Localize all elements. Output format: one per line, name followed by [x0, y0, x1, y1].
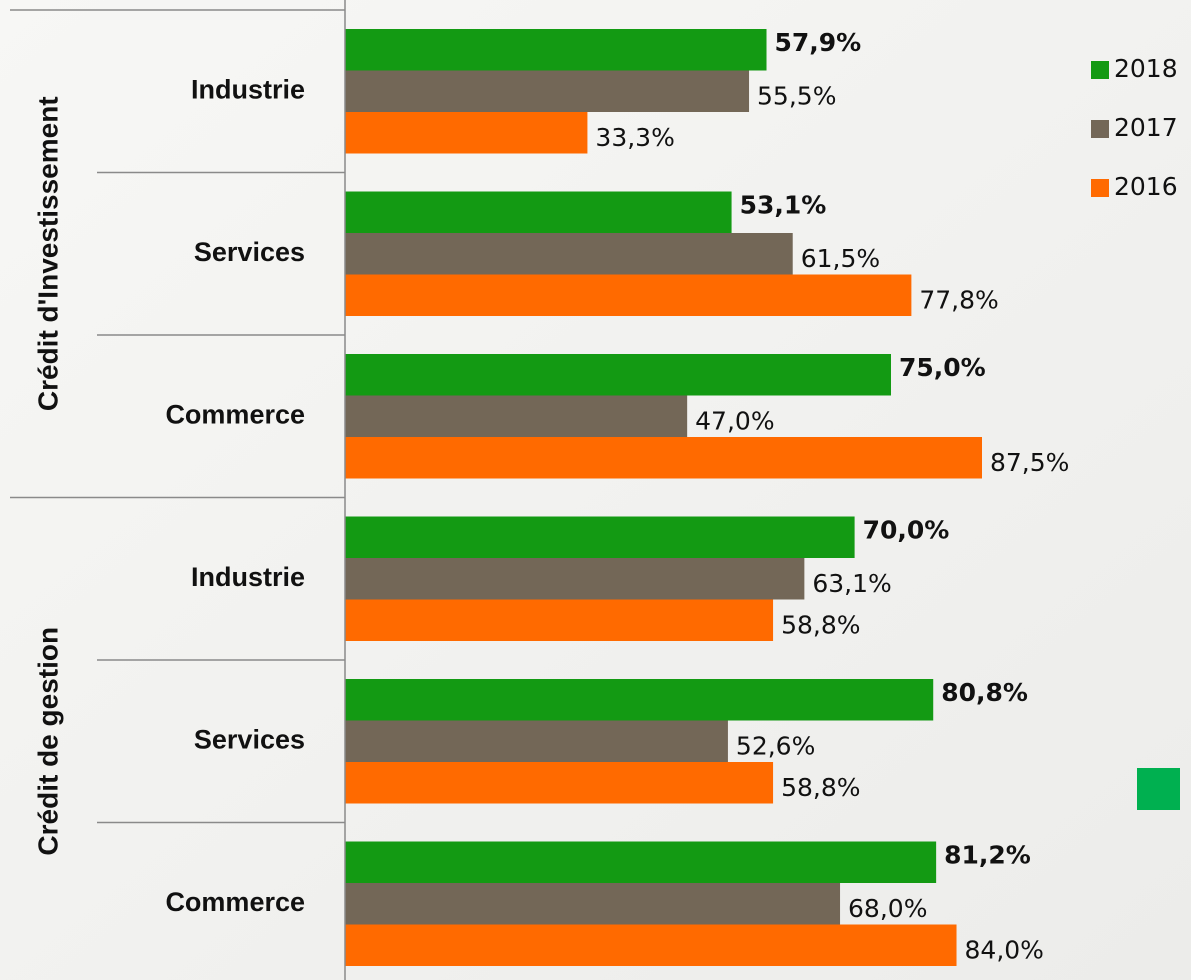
legend-swatch [1091, 61, 1109, 79]
group-label: Crédit de gestion [32, 627, 63, 856]
category-label: Commerce [165, 887, 305, 917]
bar [345, 191, 732, 233]
data-label: 47,0% [695, 406, 774, 435]
legend-label: 2018 [1114, 54, 1178, 83]
decor-square [1137, 768, 1180, 810]
bar [345, 516, 855, 558]
bar [345, 70, 750, 112]
data-label: 75,0% [899, 353, 986, 382]
bar [345, 274, 912, 316]
bar [345, 437, 982, 479]
bar [345, 720, 728, 762]
category-label: Industrie [191, 562, 305, 592]
legend-swatch [1091, 120, 1109, 138]
group-label: Crédit d'Investissement [32, 96, 63, 411]
bar [345, 395, 688, 437]
bar [345, 883, 841, 925]
bar [345, 841, 937, 883]
bar [345, 112, 588, 154]
data-label: 58,8% [781, 773, 860, 802]
category-label: Commerce [165, 399, 305, 429]
bar [345, 29, 767, 71]
bar [345, 233, 793, 275]
data-label: 87,5% [990, 448, 1069, 477]
data-label: 53,1% [740, 190, 827, 219]
bar [345, 558, 805, 600]
data-label: 70,0% [863, 515, 950, 544]
data-label: 81,2% [944, 840, 1031, 869]
data-label: 52,6% [736, 731, 815, 760]
bar [345, 924, 957, 966]
category-label: Industrie [191, 74, 305, 104]
bar [345, 762, 774, 804]
data-label: 63,1% [812, 569, 891, 598]
data-label: 68,0% [848, 894, 927, 923]
category-label: Services [194, 724, 305, 754]
bar [345, 354, 891, 396]
data-label: 77,8% [919, 285, 998, 314]
data-label: 55,5% [757, 81, 836, 110]
legend-label: 2017 [1114, 113, 1178, 142]
data-label: 84,0% [965, 935, 1044, 964]
category-label: Services [194, 237, 305, 267]
data-label: 33,3% [595, 123, 674, 152]
data-label: 61,5% [801, 244, 880, 273]
legend-label: 2016 [1114, 172, 1178, 201]
bar [345, 599, 774, 641]
data-label: 57,9% [775, 28, 862, 57]
data-label: 58,8% [781, 610, 860, 639]
legend-swatch [1091, 179, 1109, 197]
data-label: 80,8% [941, 678, 1028, 707]
bar [345, 679, 934, 721]
